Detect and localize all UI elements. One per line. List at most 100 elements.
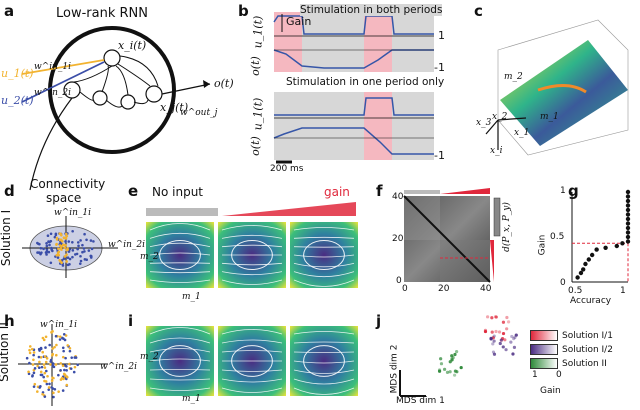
d-dot <box>50 248 53 251</box>
j-point <box>513 335 517 339</box>
f-ytick-40: 40 <box>392 192 404 202</box>
h-dot <box>38 386 42 389</box>
d-dot <box>49 232 53 236</box>
g-ytick-05: 0.5 <box>550 232 565 242</box>
f-ytick-20: 20 <box>392 234 404 244</box>
h-dot <box>32 371 36 375</box>
a-w2in-label: w^in_2i <box>34 88 72 98</box>
e-streamline <box>149 242 211 248</box>
d-dot <box>61 243 65 247</box>
j-legend: Solution I/1 Solution I/2 Solution II <box>530 330 613 369</box>
f-cbar-label: d(P_x, P_y) <box>501 202 512 252</box>
h-dot <box>32 358 35 362</box>
h-dot <box>51 362 55 365</box>
d-dot <box>58 244 62 247</box>
d-dot <box>55 238 59 241</box>
h-dot <box>54 334 58 338</box>
j-point <box>512 337 516 341</box>
d-dot <box>47 250 51 254</box>
j-point <box>512 345 517 350</box>
d-dot <box>76 247 79 251</box>
g-point <box>625 194 631 199</box>
d-dot <box>83 232 86 236</box>
b-o-top: o(t) <box>248 56 262 76</box>
e-streamline <box>149 271 211 274</box>
legend-swatch-green <box>530 358 558 369</box>
d-dot <box>65 248 69 252</box>
c-m1: m_1 <box>540 112 559 122</box>
j-point <box>494 329 498 334</box>
d-dot <box>49 261 53 265</box>
h-dot <box>41 336 45 340</box>
h-dot <box>45 382 49 386</box>
e-streamline <box>221 244 283 248</box>
h-dot <box>62 337 65 341</box>
i-streamline <box>293 369 355 374</box>
g-point <box>625 207 631 213</box>
d-dot <box>42 247 45 251</box>
h-dot <box>25 356 29 360</box>
j-point <box>514 333 518 337</box>
d-dot <box>89 254 93 258</box>
d-dot <box>66 256 70 260</box>
g-point <box>594 247 599 252</box>
h-dot <box>44 360 48 364</box>
g-point <box>625 225 631 231</box>
g-point <box>603 245 608 250</box>
h-dot <box>39 356 43 359</box>
d-dot <box>56 253 59 257</box>
h-dot <box>44 380 48 383</box>
h-dot <box>44 369 48 373</box>
c-manifold <box>485 19 629 156</box>
h-dot <box>50 379 54 383</box>
d-dot <box>46 234 50 237</box>
h-dot <box>27 370 30 374</box>
g-point <box>625 216 631 222</box>
h-dot <box>37 355 41 359</box>
h-dot <box>47 386 51 389</box>
i-field-1 <box>146 326 214 396</box>
h-dot <box>51 347 55 350</box>
h-dot <box>76 363 80 367</box>
e-streamline <box>293 246 355 248</box>
d-dot <box>36 241 39 245</box>
h-w2in: w^in_2i <box>100 362 138 372</box>
i-streamline <box>293 378 355 385</box>
e-field-3 <box>290 222 358 288</box>
h-dot <box>54 363 58 366</box>
e-streamline <box>221 271 283 276</box>
h-dot <box>40 365 44 369</box>
h-dot <box>66 344 70 347</box>
i-streamline <box>293 341 355 344</box>
i-field-2 <box>218 326 286 396</box>
d-dot <box>87 249 91 252</box>
c-xi: x_i <box>490 146 503 156</box>
h-dot <box>62 349 65 353</box>
h-dot <box>31 363 35 366</box>
e-m2: m_2 <box>140 252 159 262</box>
e-orbit <box>159 239 201 271</box>
a-xi-label: x_i(t) <box>118 39 147 52</box>
g-ytick-1: 1 <box>560 186 566 196</box>
h-dot <box>64 356 67 360</box>
e-streamline <box>149 252 211 256</box>
legend-solution-i1: Solution I/1 <box>562 330 613 341</box>
i-orbit <box>303 345 345 377</box>
legend-solution-ii: Solution II <box>562 358 607 369</box>
e-no-input: No input <box>152 185 203 199</box>
d-dot <box>79 259 83 263</box>
e-gain-label: gain <box>324 185 350 199</box>
e-streamline <box>149 279 211 283</box>
h-dot <box>42 338 46 342</box>
e-streamline <box>221 234 283 239</box>
j-point <box>452 373 457 377</box>
d-w2in: w^in_2i <box>108 240 146 250</box>
h-dot <box>58 338 62 341</box>
i-streamline <box>149 348 211 353</box>
d-dot <box>45 244 49 248</box>
b-u1-bottom: u_1(t) <box>251 97 265 131</box>
g-point <box>625 221 631 226</box>
i-streamline <box>293 351 355 353</box>
h-dot <box>68 346 72 350</box>
d-dot <box>79 239 82 242</box>
